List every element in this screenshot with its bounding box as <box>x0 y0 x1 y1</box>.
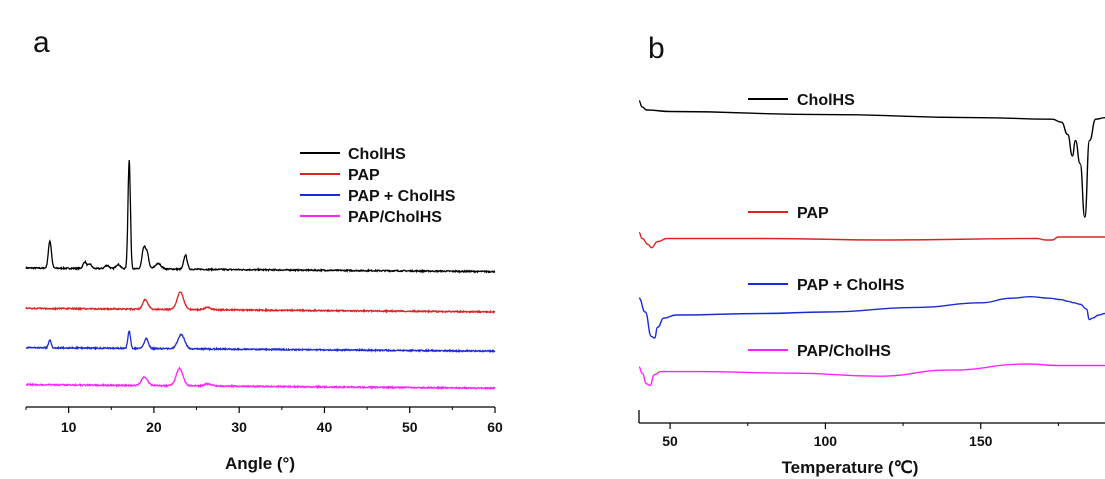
panel-a-x-tick-label: 10 <box>61 419 77 435</box>
panel-b-x-tick-label: 50 <box>662 433 678 449</box>
panel-b-x-tick-label: 150 <box>969 433 993 449</box>
panel-a-x-tick-label: 20 <box>146 419 162 435</box>
panel-a-series-cholhs <box>25 160 496 274</box>
panel-a-series-pap <box>25 291 496 315</box>
panel-a-legend-label: PAP <box>348 167 380 184</box>
panel-a-x-axis-title: Angle (°) <box>225 454 295 473</box>
panel-b-legend-label: PAP <box>797 205 829 222</box>
panel-b-legend-label: CholHS <box>797 92 855 109</box>
panel-a-x-tick-label: 60 <box>487 419 503 435</box>
panel-a-series-pap-cholhs <box>25 366 496 391</box>
panel-b-series-pap <box>638 231 1105 249</box>
panel-b-x-tick-label: 100 <box>814 433 838 449</box>
panel-a-x-tick-label: 30 <box>231 419 247 435</box>
panel-b-legend-label: PAP + CholHS <box>797 277 905 294</box>
panel-b-x-axis-title: Temperature (℃) <box>782 458 919 477</box>
panel-b-series-pap-cholhs <box>638 295 1105 339</box>
panel-b-dsc-chart: b 50 100 150 CholHS PAP PAP + CholHS PAP/Chol… <box>638 32 1105 477</box>
panel-b-series-cholhs <box>638 100 1105 218</box>
panel-b-legend-label: PAP/CholHS <box>797 343 891 360</box>
panel-a-legend-label: PAP/CholHS <box>348 209 442 226</box>
panel-a-legend-label: CholHS <box>348 146 406 163</box>
panel-b-label: b <box>648 32 665 65</box>
panel-b-series-pap-cholhs <box>638 363 1105 387</box>
panel-a-legend-label: PAP + CholHS <box>348 188 456 205</box>
panel-a-x-tick-label: 50 <box>402 419 418 435</box>
panel-a-series-pap-cholhs <box>25 329 496 354</box>
panel-a-label: a <box>33 26 50 59</box>
panel-a-xrd-chart: a 10 20 30 40 50 60 CholHS PAP PAP + CholHS PAP/… <box>25 26 503 473</box>
panel-a-x-tick-label: 40 <box>317 419 333 435</box>
